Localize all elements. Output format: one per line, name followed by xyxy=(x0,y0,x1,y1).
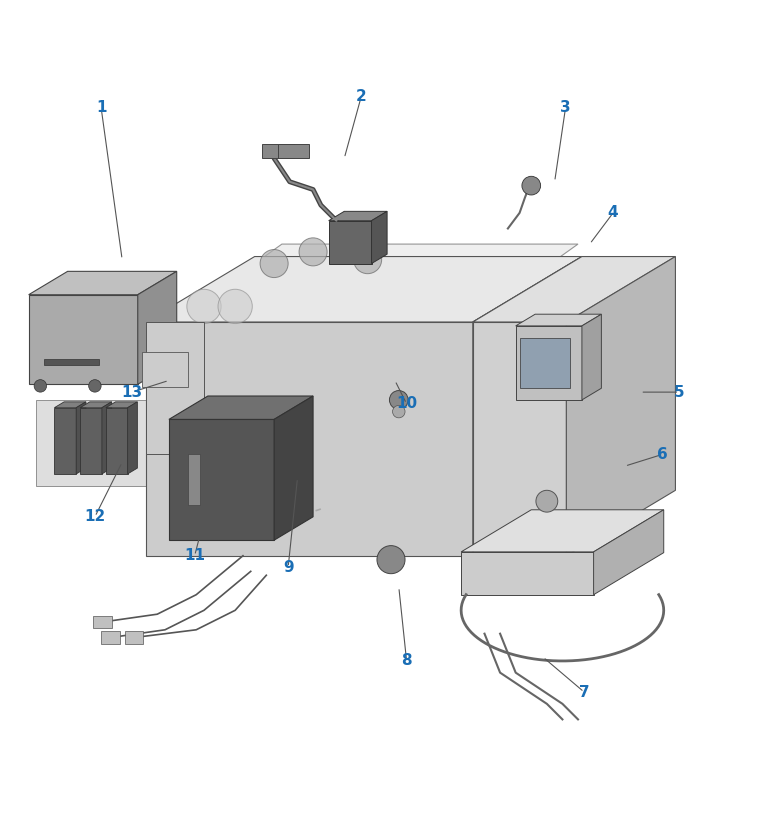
Polygon shape xyxy=(566,257,676,556)
Circle shape xyxy=(389,391,408,409)
Polygon shape xyxy=(274,396,313,540)
Text: 7: 7 xyxy=(579,685,590,700)
Polygon shape xyxy=(461,552,594,595)
Polygon shape xyxy=(582,314,601,400)
Bar xyxy=(278,145,309,159)
Polygon shape xyxy=(173,244,578,322)
Polygon shape xyxy=(55,402,86,408)
Text: 2: 2 xyxy=(356,89,367,104)
Polygon shape xyxy=(515,314,601,326)
Circle shape xyxy=(536,490,558,512)
Polygon shape xyxy=(80,402,112,408)
Polygon shape xyxy=(106,402,138,408)
Polygon shape xyxy=(515,326,582,400)
Circle shape xyxy=(187,289,221,323)
Text: 10: 10 xyxy=(396,396,417,411)
Polygon shape xyxy=(138,272,177,384)
Polygon shape xyxy=(473,257,582,556)
Polygon shape xyxy=(594,509,664,595)
Polygon shape xyxy=(102,402,112,474)
Polygon shape xyxy=(145,257,582,322)
Circle shape xyxy=(34,380,47,392)
Polygon shape xyxy=(37,400,145,485)
Text: 13: 13 xyxy=(122,385,143,400)
Polygon shape xyxy=(145,322,204,455)
Text: 5: 5 xyxy=(674,385,684,400)
Bar xyxy=(519,337,570,388)
Bar xyxy=(93,616,112,628)
Circle shape xyxy=(200,330,301,431)
Text: 1: 1 xyxy=(96,101,106,116)
Circle shape xyxy=(88,380,101,392)
Polygon shape xyxy=(45,359,99,365)
Polygon shape xyxy=(76,402,86,474)
Polygon shape xyxy=(145,322,473,556)
Circle shape xyxy=(393,406,405,418)
Text: 12: 12 xyxy=(84,509,106,524)
Polygon shape xyxy=(29,272,177,295)
Polygon shape xyxy=(106,408,127,474)
Polygon shape xyxy=(80,408,102,474)
Text: 11: 11 xyxy=(184,548,205,563)
Polygon shape xyxy=(127,402,138,474)
Bar xyxy=(263,145,293,159)
Circle shape xyxy=(522,176,540,195)
Polygon shape xyxy=(473,257,676,322)
Bar xyxy=(188,455,200,505)
Text: 3: 3 xyxy=(560,101,571,116)
Bar xyxy=(101,632,120,644)
Circle shape xyxy=(353,246,382,273)
Polygon shape xyxy=(29,295,138,384)
Polygon shape xyxy=(473,322,566,556)
Circle shape xyxy=(377,546,405,573)
Text: 6: 6 xyxy=(657,447,668,462)
Polygon shape xyxy=(328,221,371,263)
Circle shape xyxy=(299,238,327,266)
Text: 4: 4 xyxy=(608,205,619,220)
Polygon shape xyxy=(169,420,274,540)
Circle shape xyxy=(260,249,288,278)
Bar xyxy=(142,352,188,387)
Circle shape xyxy=(218,289,253,323)
Polygon shape xyxy=(461,509,664,552)
Polygon shape xyxy=(371,211,387,263)
Bar xyxy=(124,632,143,644)
Polygon shape xyxy=(55,408,76,474)
Text: 8: 8 xyxy=(401,653,412,668)
Polygon shape xyxy=(328,211,387,221)
Polygon shape xyxy=(169,396,313,420)
Text: 9: 9 xyxy=(283,560,293,575)
